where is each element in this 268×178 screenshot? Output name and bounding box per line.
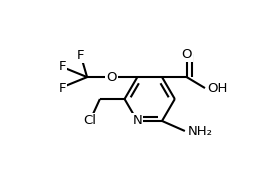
Text: F: F (59, 82, 66, 95)
Text: O: O (106, 71, 117, 84)
Text: F: F (59, 60, 66, 73)
Text: OH: OH (208, 82, 228, 95)
Text: Cl: Cl (83, 114, 96, 127)
Text: F: F (77, 49, 84, 62)
Text: NH₂: NH₂ (188, 124, 213, 138)
Text: O: O (181, 48, 192, 61)
Text: N: N (132, 114, 142, 127)
